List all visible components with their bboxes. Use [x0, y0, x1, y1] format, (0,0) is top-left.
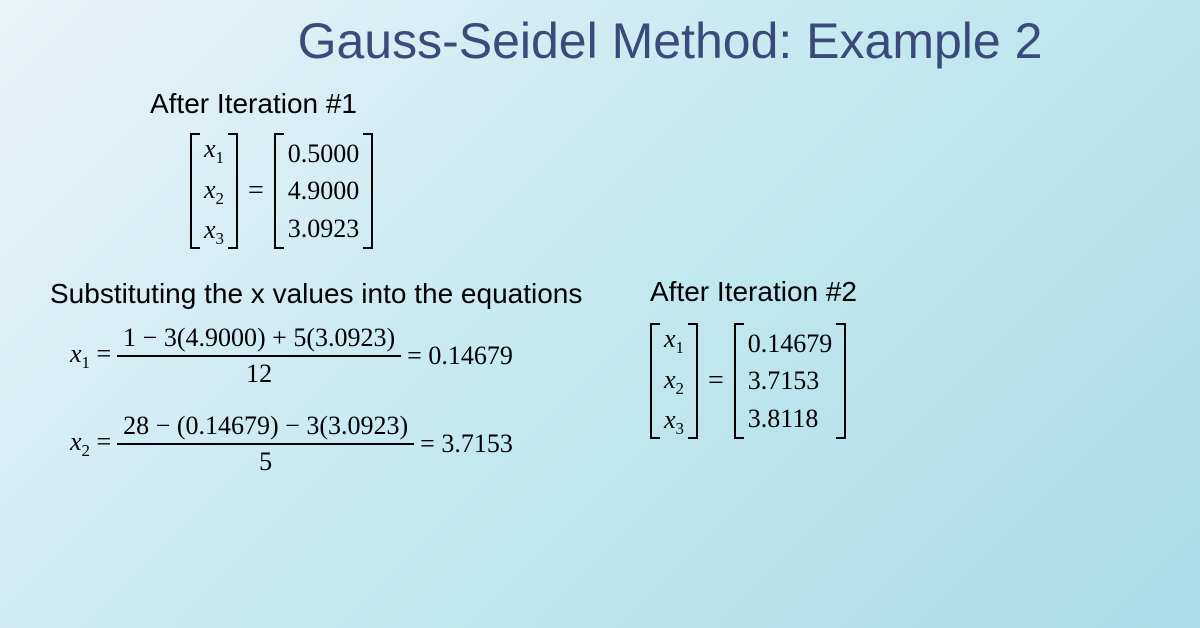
value-column: 0.5000 4.9000 3.0923 [288, 135, 360, 248]
right-bracket-icon [363, 133, 373, 249]
var-x2: x2 [664, 361, 684, 402]
iteration1-label: After Iteration #1 [150, 88, 1200, 120]
equation-x1: x1 = 1 − 3(4.9000) + 5(3.0923) 12 = 0.14… [70, 323, 620, 389]
var-x3: x3 [664, 401, 684, 442]
value-column: 0.14679 3.7153 3.8118 [748, 325, 833, 438]
var-x1: x1 [204, 130, 224, 171]
eq2-denominator: 5 [259, 445, 272, 477]
eq2-numerator: 28 − (0.14679) − 3(3.0923) [117, 411, 414, 445]
iteration1-matrix: x1 x2 x3 = 0.5000 4.9000 3.0923 [190, 130, 1200, 252]
eq2-result: = 3.7153 [420, 429, 513, 459]
equation-x2: x2 = 28 − (0.14679) − 3(3.0923) 5 = 3.71… [70, 411, 620, 477]
left-bracket-icon [650, 323, 660, 439]
equation-block: x1 = 1 − 3(4.9000) + 5(3.0923) 12 = 0.14… [70, 323, 620, 477]
eq1-denominator: 12 [246, 357, 272, 389]
right-bracket-icon [228, 133, 238, 249]
var-x2: x2 [204, 171, 224, 212]
var-x3: x3 [204, 211, 224, 252]
eq2-lhs: x2 = [70, 427, 111, 461]
var-column: x1 x2 x3 [664, 320, 684, 442]
eq1-fraction: 1 − 3(4.9000) + 5(3.0923) 12 [117, 323, 401, 389]
eq1-numerator: 1 − 3(4.9000) + 5(3.0923) [117, 323, 401, 357]
right-bracket-icon [688, 323, 698, 439]
left-bracket-icon [274, 133, 284, 249]
eq1-lhs: x1 = [70, 339, 111, 373]
substitution-label: Substituting the x values into the equat… [50, 276, 620, 311]
iteration2-label: After Iteration #2 [650, 276, 857, 308]
val-2: 4.9000 [288, 172, 360, 210]
left-bracket-icon [734, 323, 744, 439]
val-1: 0.5000 [288, 135, 360, 173]
val-3: 3.8118 [748, 400, 819, 438]
eq1-result: = 0.14679 [407, 341, 513, 371]
var-x1: x1 [664, 320, 684, 361]
val-1: 0.14679 [748, 325, 833, 363]
equals-sign: = [248, 175, 264, 207]
right-bracket-icon [836, 323, 846, 439]
left-bracket-icon [190, 133, 200, 249]
iteration2-matrix: x1 x2 x3 = 0.14679 3.7153 3.8118 [650, 320, 857, 442]
var-column: x1 x2 x3 [204, 130, 224, 252]
val-2: 3.7153 [748, 362, 820, 400]
slide-title: Gauss-Seidel Method: Example 2 [140, 12, 1200, 70]
val-3: 3.0923 [288, 210, 360, 248]
equals-sign: = [708, 365, 724, 397]
eq2-fraction: 28 − (0.14679) − 3(3.0923) 5 [117, 411, 414, 477]
